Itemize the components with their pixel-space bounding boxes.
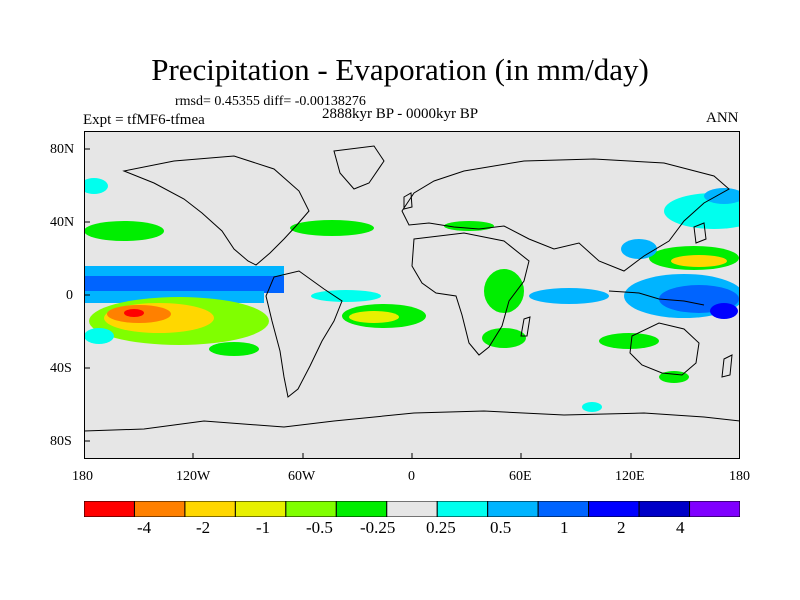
coast-eurasia bbox=[401, 158, 730, 272]
colorbar-segment bbox=[689, 501, 740, 517]
colorbar-label-7: 1 bbox=[560, 518, 569, 537]
lon-label-120e: 120E bbox=[615, 469, 645, 484]
lat-label-0: 0 bbox=[66, 288, 73, 303]
colorbar-label-5: 0.25 bbox=[426, 518, 456, 537]
patch-aus-green bbox=[659, 371, 689, 383]
stats-label: rmsd= 0.45355 diff= -0.00138276 bbox=[175, 94, 366, 109]
lat-label-40n: 40N bbox=[50, 215, 75, 230]
coast-new-zealand bbox=[721, 354, 733, 378]
colorbar-label-8: 2 bbox=[617, 518, 626, 537]
lon-label-60e: 60E bbox=[509, 469, 532, 484]
colorbar-label-4: -0.25 bbox=[360, 518, 396, 537]
colorbar-segment bbox=[638, 501, 691, 517]
colorbar-label-3: -0.5 bbox=[306, 518, 333, 537]
coast-madagascar bbox=[520, 316, 531, 337]
colorbar-label-9: 4 bbox=[676, 518, 685, 537]
patch-africa-green bbox=[484, 269, 524, 313]
period-label: 2888kyr BP - 0000kyr BP bbox=[322, 106, 479, 122]
coast-north-america bbox=[122, 155, 310, 266]
coastlines bbox=[84, 145, 740, 432]
colorbar-segment bbox=[184, 501, 236, 517]
season-label: ANN bbox=[706, 110, 739, 126]
colorbar-segment bbox=[436, 501, 489, 517]
map-plot bbox=[84, 131, 740, 459]
coast-south-america bbox=[265, 270, 343, 398]
coast-australia bbox=[629, 322, 700, 376]
lon-label-180w: 180 bbox=[72, 469, 93, 484]
patch-npac-green bbox=[84, 221, 164, 241]
colorbar-segment bbox=[84, 501, 135, 517]
colorbar-segment bbox=[234, 501, 287, 517]
patch-atl-cyan bbox=[311, 290, 381, 302]
patch-eq-cyan-band bbox=[84, 266, 284, 276]
patch-io-cyan bbox=[529, 288, 609, 304]
colorbar-segment bbox=[335, 501, 388, 517]
patch-nwp-blue bbox=[621, 239, 657, 259]
colorbar-label-0: -4 bbox=[137, 518, 152, 537]
coast-greenland bbox=[333, 145, 385, 190]
colorbar-label-2: -1 bbox=[256, 518, 271, 537]
axis-ticks bbox=[84, 148, 632, 459]
patch-spac-cyan bbox=[84, 328, 114, 344]
lat-label-80n: 80N bbox=[50, 142, 75, 157]
colorbar-segment bbox=[133, 501, 186, 517]
lon-label-60w: 60W bbox=[288, 469, 316, 484]
coast-japan bbox=[693, 222, 707, 244]
patch-natl-green bbox=[290, 220, 374, 236]
patch-wp-darkblue bbox=[710, 303, 738, 319]
patch-io-green2 bbox=[599, 333, 659, 349]
patch-spac-green bbox=[209, 342, 259, 356]
patch-eq-blue-band bbox=[84, 275, 284, 293]
colorbar-segment bbox=[285, 501, 337, 517]
lat-label-80s: 80S bbox=[50, 434, 72, 449]
patch-io-green bbox=[482, 328, 526, 348]
coast-indonesia bbox=[608, 290, 705, 306]
lat-label-40s: 40S bbox=[50, 361, 72, 376]
patch-spcz-red bbox=[124, 309, 144, 317]
colorbar-label-1: -2 bbox=[196, 518, 211, 537]
colorbar-segment bbox=[537, 501, 590, 517]
lon-label-180e: 180 bbox=[729, 469, 750, 484]
anomaly-patches bbox=[84, 178, 740, 412]
coast-africa bbox=[411, 232, 530, 356]
patch-nwp-yellow bbox=[671, 255, 727, 267]
colorbar-segment bbox=[487, 501, 539, 517]
patch-natl-green2 bbox=[444, 221, 494, 231]
colorbar-label-6: 0.5 bbox=[490, 518, 512, 537]
colorbar bbox=[84, 501, 740, 517]
experiment-label: Expt = tfMF6-tfmea bbox=[83, 112, 205, 128]
colorbar-segment bbox=[588, 501, 640, 517]
patch-arctic-cyan bbox=[84, 178, 108, 194]
patch-npac-blue bbox=[704, 188, 740, 204]
map-title: Precipitation - Evaporation (in mm/day) bbox=[151, 52, 649, 87]
coast-uk bbox=[403, 192, 413, 210]
colorbar-segment bbox=[386, 501, 438, 517]
patch-atl-yellow bbox=[349, 311, 399, 323]
patch-so-cyan bbox=[582, 402, 602, 412]
lon-label-0: 0 bbox=[408, 469, 415, 484]
lon-label-120w: 120W bbox=[176, 469, 211, 484]
coast-antarctica bbox=[84, 410, 740, 432]
